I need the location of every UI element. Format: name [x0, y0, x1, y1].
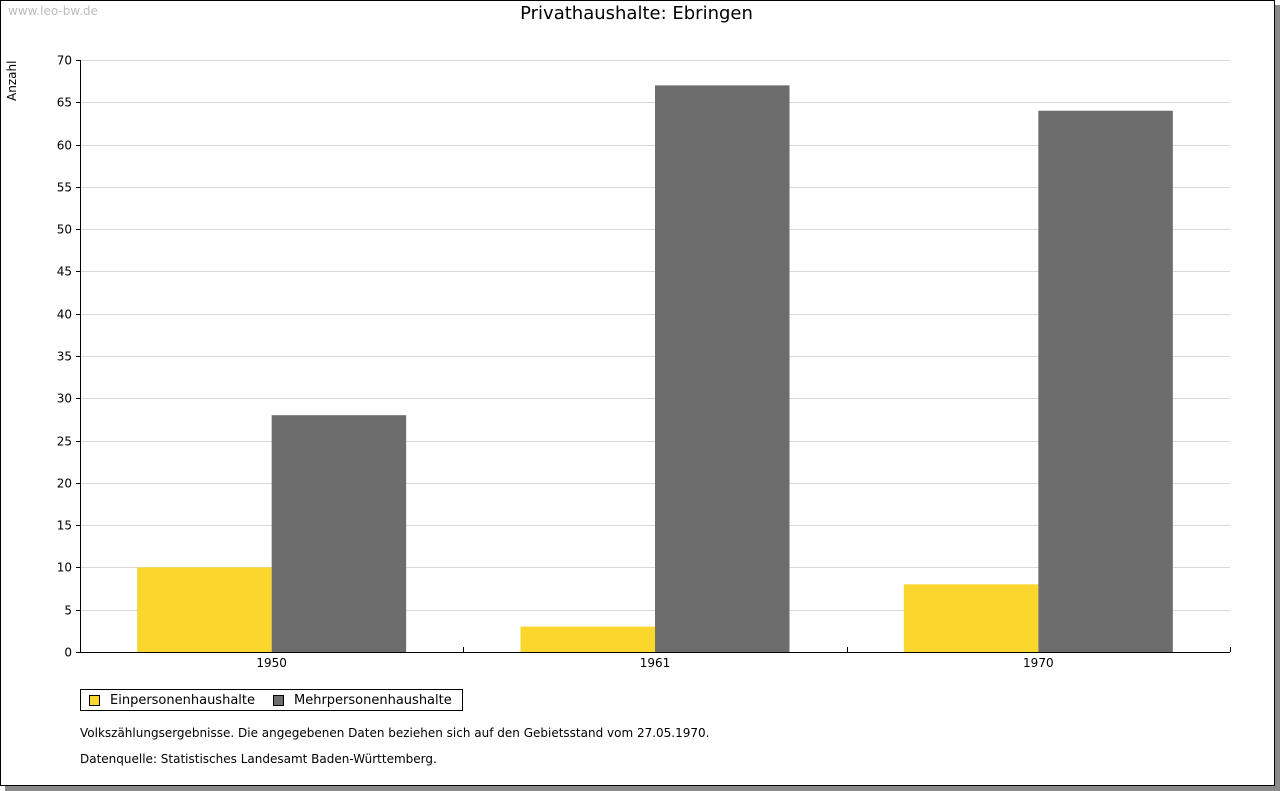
legend-swatch-einpersonen	[89, 694, 100, 706]
y-tick-label-30: 30	[57, 392, 72, 406]
y-tick-label-5: 5	[64, 604, 72, 618]
y-tick-label-25: 25	[57, 435, 72, 449]
y-tick-label-45: 45	[57, 265, 72, 279]
y-tick-label-10: 10	[57, 561, 72, 575]
y-tick-label-65: 65	[57, 96, 72, 110]
bar-einpersonen-1950	[137, 567, 272, 652]
y-tick-label-35: 35	[57, 350, 72, 364]
bars	[137, 85, 1173, 652]
note-census: Volkszählungsergebnisse. Die angegebenen…	[80, 726, 710, 740]
chart-title: Privathaushalte: Ebringen	[520, 3, 753, 24]
legend-item-einpersonen: Einpersonenhaushalte	[89, 693, 255, 708]
bar-mehrpersonen-1961	[655, 85, 790, 652]
x-tick-label-1961: 1961	[640, 656, 671, 670]
y-tick-label-55: 55	[57, 181, 72, 195]
legend: Einpersonenhaushalte Mehrpersonenhaushal…	[80, 689, 463, 711]
bar-einpersonen-1961	[520, 626, 655, 652]
y-tick-label-20: 20	[57, 477, 72, 491]
y-tick-label-0: 0	[64, 646, 72, 660]
x-tick-label-1950: 1950	[256, 656, 287, 670]
y-tick-label-40: 40	[57, 308, 72, 322]
legend-item-mehrpersonen: Mehrpersonenhaushalte	[273, 693, 452, 708]
bar-mehrpersonen-1970	[1038, 110, 1173, 652]
x-tick-label-1970: 1970	[1023, 656, 1054, 670]
note-source: Datenquelle: Statistisches Landesamt Bad…	[80, 752, 437, 766]
axes	[76, 60, 1231, 653]
y-tick-label-15: 15	[57, 519, 72, 533]
y-tick-labels: 0 5 10 15 20 25 30 35 40 45 50 55 60 65 70	[57, 54, 72, 660]
legend-label-mehrpersonen: Mehrpersonenhaushalte	[294, 692, 452, 708]
y-tick-label-60: 60	[57, 139, 72, 153]
legend-label-einpersonen: Einpersonenhaushalte	[110, 692, 255, 708]
bar-einpersonen-1970	[903, 584, 1039, 652]
y-tick-label-50: 50	[57, 223, 72, 237]
bar-mehrpersonen-1950	[271, 415, 407, 652]
legend-swatch-mehrpersonen	[273, 694, 284, 706]
x-tick-labels: 1950 1961 1970	[256, 656, 1053, 670]
watermark: www.leo-bw.de	[8, 4, 98, 18]
y-tick-label-70: 70	[57, 54, 72, 68]
